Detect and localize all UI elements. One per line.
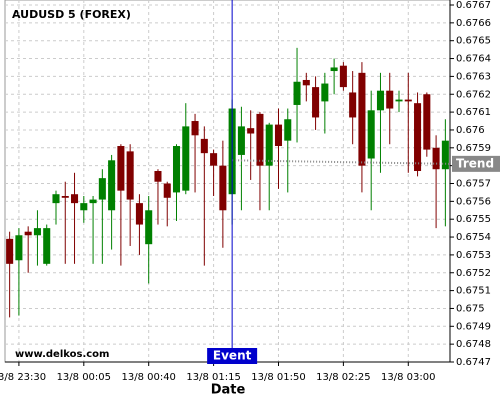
y-tick-label: 0.675 — [456, 303, 485, 314]
candle-body — [423, 94, 431, 150]
candle-body — [386, 90, 394, 109]
x-tick-label: 13/8 23:30 — [0, 372, 46, 383]
y-tick-label: 0.6754 — [456, 232, 491, 243]
candle-body — [265, 124, 273, 166]
candle-body — [302, 79, 310, 86]
x-tick-label: 13/8 01:15 — [186, 372, 240, 383]
candle-body — [349, 92, 357, 118]
candle-body — [182, 126, 190, 191]
y-tick-label: 0.6748 — [456, 339, 491, 350]
y-tick-label: 0.6766 — [456, 18, 491, 29]
x-tick-label: 13/8 01:50 — [251, 372, 305, 383]
y-tick-label: 0.6757 — [456, 179, 491, 190]
candle-body — [395, 99, 403, 102]
event-label-box — [207, 348, 258, 364]
candle-body — [172, 146, 181, 193]
candle-body — [414, 103, 422, 172]
candle-body — [293, 81, 301, 105]
y-tick-label: 0.6761 — [456, 107, 491, 118]
candle-body — [330, 67, 338, 72]
y-tick-label: 0.6747 — [456, 357, 491, 368]
y-tick-label: 0.6751 — [456, 286, 491, 297]
y-tick-label: 0.6764 — [456, 54, 491, 65]
chart-title: AUDUSD 5 (FOREX) — [12, 8, 131, 21]
candle-body — [52, 194, 60, 204]
candle-body — [191, 121, 199, 136]
candle-body — [274, 124, 283, 147]
candle-body — [210, 153, 218, 166]
y-tick-label: 0.6749 — [456, 321, 491, 332]
candle-body — [61, 195, 69, 198]
candle-body — [163, 183, 171, 198]
x-tick-label: 13/8 00:40 — [121, 372, 175, 383]
candle-body — [6, 238, 14, 264]
candle-body — [358, 72, 366, 166]
candle-body — [219, 165, 227, 211]
x-tick-label: 13/8 00:05 — [57, 372, 111, 383]
candle-body — [43, 228, 51, 264]
candle-body — [71, 194, 79, 204]
candle-body — [404, 99, 412, 102]
candle-body — [126, 151, 134, 200]
candle-body — [33, 228, 41, 236]
y-tick-label: 0.6765 — [456, 36, 491, 47]
candle-body — [256, 113, 264, 166]
y-tick-label: 0.6767 — [456, 0, 491, 11]
y-tick-label: 0.676 — [456, 125, 485, 136]
candle-body — [237, 126, 245, 155]
trend-label-box — [452, 155, 500, 172]
candle-body — [284, 119, 292, 141]
y-tick-label: 0.6762 — [456, 89, 491, 100]
candle-body — [117, 146, 125, 191]
y-tick-label: 0.6763 — [456, 71, 491, 82]
y-tick-label: 0.6753 — [456, 250, 491, 261]
candle-body — [80, 203, 88, 211]
candle-body — [15, 235, 23, 261]
trend-label: Trend — [456, 156, 494, 170]
y-tick-label: 0.6755 — [456, 214, 491, 225]
y-tick-label: 0.6759 — [456, 143, 491, 154]
candle-body — [339, 65, 347, 88]
x-tick-label: 13/8 02:25 — [316, 372, 370, 383]
x-axis-title: Date — [211, 383, 246, 398]
trend-line — [232, 159, 451, 165]
candle-body — [89, 199, 97, 204]
candle-body — [200, 138, 208, 154]
candle-body — [154, 171, 162, 182]
candle-body — [135, 203, 143, 225]
candle-body — [98, 178, 106, 200]
candle-body — [321, 83, 329, 102]
candle-body — [24, 231, 32, 236]
watermark: www.delkos.com — [15, 349, 109, 360]
candle-body — [376, 90, 384, 111]
candle-body — [441, 140, 449, 170]
x-tick-label: 13/8 03:00 — [381, 372, 435, 383]
candle-body — [145, 210, 153, 245]
candle-body — [247, 128, 255, 134]
candle-body — [312, 87, 320, 118]
candle-body — [432, 147, 440, 170]
candle-body — [108, 160, 116, 211]
candle-body — [367, 110, 375, 159]
y-tick-label: 0.6752 — [456, 268, 491, 279]
y-tick-label: 0.6756 — [456, 196, 491, 207]
event-label: Event — [213, 349, 252, 363]
